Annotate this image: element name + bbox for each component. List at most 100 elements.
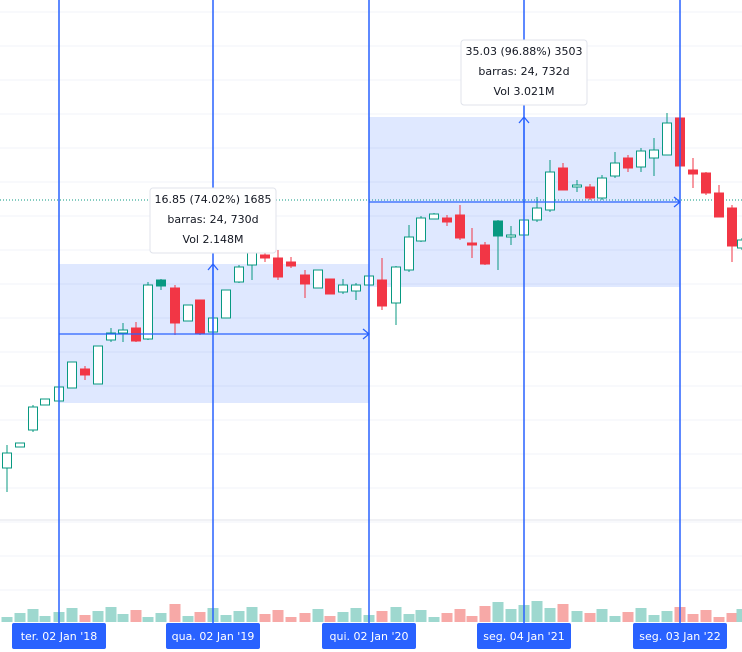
candle-body (455, 214, 465, 239)
volume-bar (531, 601, 543, 622)
candle-body (286, 261, 296, 267)
volume-bar (661, 611, 673, 622)
volume-bar (142, 617, 154, 622)
grid (0, 11, 742, 591)
candle-body (493, 220, 503, 237)
candle-body (300, 274, 310, 285)
volume-bar (466, 616, 478, 622)
tooltip-bars: barras: 24, 732d (478, 65, 569, 78)
volume-bar (505, 609, 517, 622)
volume-bar (350, 608, 362, 622)
candle-body (714, 192, 724, 218)
candle-body (467, 242, 477, 246)
date-label-box (12, 623, 106, 649)
volume-bar (233, 611, 245, 622)
volume-bar (479, 606, 491, 622)
measure-tooltip: 16.85 (74.02%) 1685 barras: 24, 730d Vol… (149, 187, 277, 254)
candle-body (221, 289, 231, 319)
date-label: seg. 04 Jan '21 (483, 630, 564, 643)
volume-bar (635, 608, 647, 622)
candle-body (572, 184, 582, 188)
candle-body (610, 162, 620, 177)
date-label: qua. 02 Jan '19 (172, 630, 255, 643)
candle-body (67, 361, 77, 389)
candle-body (143, 284, 153, 340)
volume-bar (155, 613, 167, 622)
volume-bar (79, 615, 91, 622)
candle-body (106, 332, 116, 341)
volume-bar (27, 609, 39, 622)
volume-bar (220, 615, 232, 622)
volume-bar (571, 611, 583, 622)
candle-body (195, 299, 205, 334)
candle-body (532, 207, 542, 221)
volume-bar (687, 614, 699, 622)
candle-body (40, 398, 50, 406)
candle-body (234, 266, 244, 283)
volume-bar (117, 614, 129, 622)
volume-bar (299, 613, 311, 622)
date-label: ter. 02 Jan '18 (21, 630, 98, 643)
candle-body (273, 257, 283, 278)
volume-bar (376, 611, 388, 622)
volume-bar (584, 613, 596, 622)
candle-body (93, 345, 103, 385)
volume-bar (454, 609, 466, 622)
candle-body (325, 278, 335, 295)
candle-body (28, 406, 38, 431)
candle-body (313, 269, 323, 289)
candle-body (156, 279, 166, 287)
candle-body (623, 157, 633, 169)
date-label-box (477, 623, 571, 649)
volume-bar (428, 617, 440, 622)
candle-body (662, 122, 672, 156)
volume-bar (130, 610, 142, 622)
volume-bar (609, 616, 621, 622)
tooltip-box (460, 39, 588, 106)
date-label: seg. 03 Jan '22 (639, 630, 720, 643)
candle-body (597, 177, 607, 199)
tooltip-change: 16.85 (74.02%) 1685 (154, 193, 271, 206)
candle-body (558, 167, 568, 191)
volume-bar (403, 614, 415, 622)
tooltip-volume: Vol 3.021M (494, 85, 555, 98)
candle-body (545, 171, 555, 211)
volume-bar (713, 617, 725, 622)
candle-body (404, 236, 414, 271)
date-label-box (633, 623, 727, 649)
volume-bar (726, 613, 738, 622)
volume-bar (492, 602, 504, 622)
candle-body (429, 213, 439, 220)
volume-bar (66, 608, 78, 622)
volume-bar (324, 616, 336, 622)
volume-bar (415, 610, 427, 622)
candle-body (506, 234, 516, 238)
candle-body (737, 239, 742, 249)
date-label: qui. 02 Jan '20 (330, 630, 409, 643)
date-label-box (166, 623, 260, 649)
volume-bar (246, 607, 258, 622)
candle-body (636, 150, 646, 168)
volume-bar (105, 607, 117, 622)
volume-bar (700, 610, 712, 622)
candle-body (118, 329, 128, 334)
volume-pane (1, 601, 742, 622)
candle-body (480, 244, 490, 265)
candle-body (377, 279, 387, 307)
volume-bar (92, 611, 104, 622)
volume-bar (182, 616, 194, 622)
candle-body (15, 442, 25, 448)
volume-bar (14, 613, 26, 622)
volume-bar (39, 616, 51, 622)
candle-body (727, 207, 737, 247)
candle-body (649, 149, 659, 159)
candle-body (2, 452, 12, 469)
candle-body (170, 287, 180, 324)
candle-body (80, 368, 90, 376)
candle-body (416, 217, 426, 242)
volume-bar (557, 604, 569, 622)
candle-body (391, 266, 401, 304)
candle-body (338, 284, 348, 293)
volume-bar (648, 615, 660, 622)
